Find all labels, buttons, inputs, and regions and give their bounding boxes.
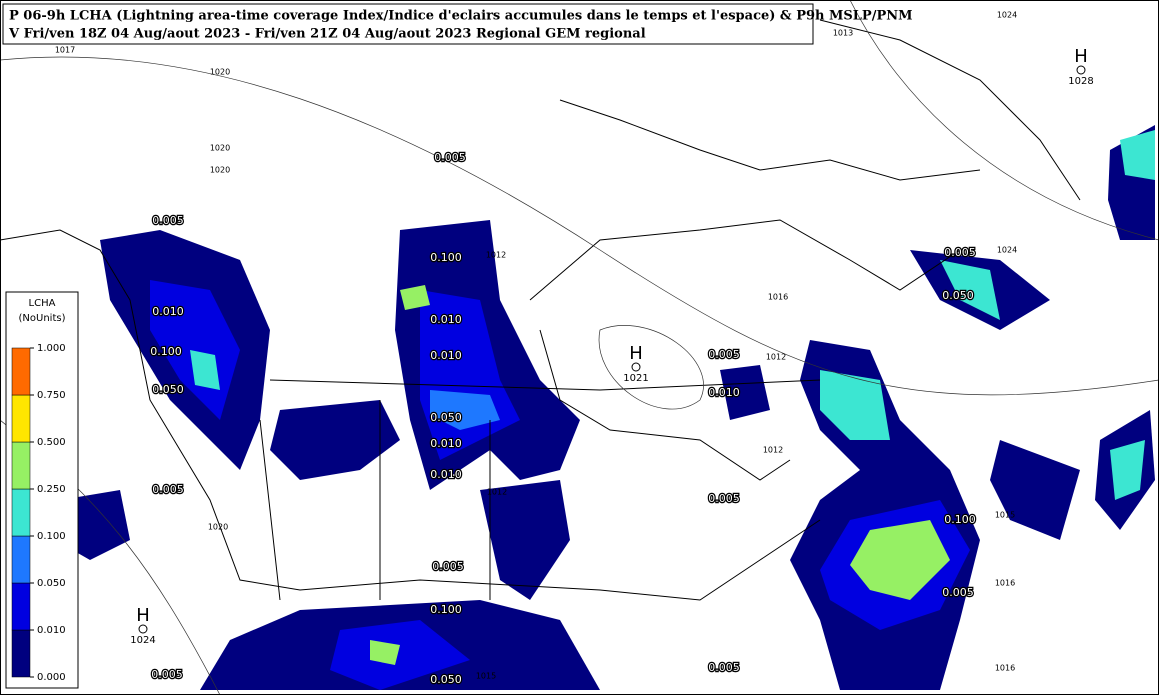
isobar-label: 1020 <box>210 68 230 77</box>
legend-swatch <box>11 535 31 584</box>
contour-label: 0.005 <box>434 151 466 164</box>
contour-label: 0.050 <box>942 289 974 302</box>
coastline <box>529 219 961 301</box>
isobar-label: 1012 <box>486 251 506 260</box>
legend-label: 0.750 <box>37 390 66 401</box>
isobar <box>598 325 704 410</box>
title-line: V Fri/ven 18Z 04 Aug/aout 2023 - Fri/ven… <box>8 27 646 42</box>
area <box>850 520 950 600</box>
area <box>400 285 430 310</box>
contour-label: 0.005 <box>152 214 184 227</box>
isobar-label: 1015 <box>995 511 1015 520</box>
isobar-label: 1024 <box>997 11 1017 20</box>
title-line: P 06-9h LCHA (Lightning area-time covera… <box>9 9 913 24</box>
area <box>990 440 1080 540</box>
legend-label: 0.010 <box>37 625 66 636</box>
contour-label: 0.005 <box>944 246 976 259</box>
coastline <box>559 99 981 181</box>
contour-label: 0.100 <box>150 345 182 358</box>
legend-swatch <box>11 347 31 396</box>
contour-label: 0.050 <box>430 673 462 686</box>
pressure-symbol: H <box>1074 46 1088 67</box>
contour-label: 0.010 <box>430 349 462 362</box>
contour-label: 0.100 <box>944 513 976 526</box>
isobar-label: 1016 <box>768 293 788 302</box>
contour-label: 0.005 <box>942 586 974 599</box>
pressure-marker <box>1076 65 1086 75</box>
isobar-label: 1015 <box>476 672 496 681</box>
legend-label: 1.000 <box>37 343 66 354</box>
contour-label: 0.005 <box>432 560 464 573</box>
contour-label: 0.010 <box>430 437 462 450</box>
pressure-value: 1024 <box>130 635 155 646</box>
area <box>480 480 570 600</box>
pressure-marker <box>138 624 148 634</box>
contour-label: 0.050 <box>430 411 462 424</box>
legend-swatch <box>11 394 31 443</box>
contour-label: 0.005 <box>708 348 740 361</box>
contour-label: 0.100 <box>430 251 462 264</box>
contour-label: 0.100 <box>430 603 462 616</box>
title-frame <box>2 3 814 45</box>
legend-label: 0.500 <box>37 437 66 448</box>
border <box>0 229 821 601</box>
area <box>1120 130 1155 180</box>
legend-units: (NoUnits) <box>19 313 66 324</box>
area <box>720 365 770 420</box>
title-box: P 06-9h LCHA (Lightning area-time covera… <box>2 3 913 45</box>
area <box>940 260 1000 320</box>
area <box>330 620 470 690</box>
pressure-marker <box>631 362 641 372</box>
legend-label: 0.100 <box>37 531 66 542</box>
isobar <box>849 0 1159 241</box>
contour-label: 0.005 <box>151 668 183 681</box>
coastline <box>819 19 1081 201</box>
legend-swatch <box>11 629 31 678</box>
legend-swatch <box>11 582 31 631</box>
coastlines <box>0 19 1081 601</box>
legend-swatch <box>11 488 31 537</box>
isobar-label: 1020 <box>210 144 230 153</box>
border <box>259 400 491 601</box>
contour-label: 0.005 <box>152 483 184 496</box>
isobar <box>0 56 1159 396</box>
isobar-label: 1020 <box>208 523 228 532</box>
isobar-label: 1016 <box>995 579 1015 588</box>
isobar-label: 1012 <box>763 446 783 455</box>
pressure-value: 1028 <box>1068 76 1093 87</box>
isobar-label: 1024 <box>997 246 1017 255</box>
isobar-label: 1012 <box>766 353 786 362</box>
contour-label: 0.010 <box>430 313 462 326</box>
labels: H 1021 H 1024 H 1028 1017 1020 1020 1020 1013 1024 1… <box>55 11 1094 688</box>
legend: LCHA (NoUnits) 0.000 0.010 0.050 0.100 0.250… <box>5 291 79 689</box>
area <box>430 390 500 430</box>
contour-label: 0.010 <box>430 468 462 481</box>
isobar-label: 1016 <box>995 664 1015 673</box>
contour-label: 0.050 <box>152 383 184 396</box>
area <box>820 370 890 440</box>
legend-title: LCHA <box>29 298 56 309</box>
pressure-symbol: H <box>629 343 643 364</box>
isobar-label: 1013 <box>833 29 853 38</box>
border <box>269 379 821 391</box>
legend-label: 0.050 <box>37 578 66 589</box>
legend-label: 0.000 <box>37 672 66 683</box>
pressure-value: 1021 <box>623 373 648 384</box>
area <box>1110 440 1145 500</box>
isobar-label: 1012 <box>487 488 507 497</box>
legend-label: 0.250 <box>37 484 66 495</box>
area <box>270 400 400 480</box>
legend-swatch <box>11 441 31 490</box>
pressure-symbol: H <box>136 605 150 626</box>
area <box>370 640 400 665</box>
isobar-label: 1020 <box>210 166 230 175</box>
contour-label: 0.010 <box>152 305 184 318</box>
contour-label: 0.010 <box>708 386 740 399</box>
contour-label: 0.005 <box>708 492 740 505</box>
isobar-label: 1017 <box>55 46 75 55</box>
contour-label: 0.005 <box>708 661 740 674</box>
area <box>190 350 220 390</box>
